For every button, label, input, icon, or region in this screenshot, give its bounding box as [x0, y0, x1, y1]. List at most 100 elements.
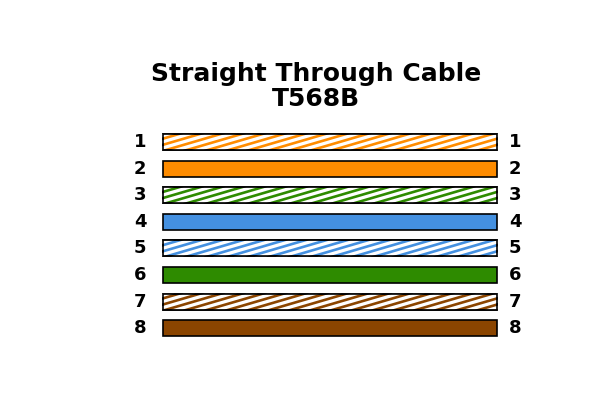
Polygon shape — [484, 294, 550, 310]
Text: 1: 1 — [134, 133, 146, 151]
Polygon shape — [421, 134, 488, 150]
Polygon shape — [380, 294, 446, 310]
Polygon shape — [296, 294, 362, 310]
Text: 4: 4 — [509, 213, 522, 231]
Polygon shape — [192, 187, 258, 203]
Polygon shape — [108, 134, 174, 150]
Bar — [163, 240, 497, 256]
Polygon shape — [192, 294, 258, 310]
Polygon shape — [275, 240, 341, 256]
Bar — [163, 187, 497, 203]
Polygon shape — [129, 294, 195, 310]
Polygon shape — [171, 187, 237, 203]
Polygon shape — [254, 294, 320, 310]
Polygon shape — [421, 294, 488, 310]
Polygon shape — [359, 294, 425, 310]
Text: 5: 5 — [509, 240, 522, 258]
Bar — [163, 160, 497, 176]
Polygon shape — [317, 187, 383, 203]
Polygon shape — [401, 294, 467, 310]
Text: 7: 7 — [509, 293, 522, 311]
Bar — [163, 134, 497, 150]
Polygon shape — [233, 134, 300, 150]
Polygon shape — [317, 134, 383, 150]
Polygon shape — [171, 134, 237, 150]
Text: T568B: T568B — [272, 87, 360, 111]
Polygon shape — [421, 187, 488, 203]
Polygon shape — [296, 187, 362, 203]
Polygon shape — [338, 187, 404, 203]
Text: 8: 8 — [134, 319, 146, 337]
Polygon shape — [338, 240, 404, 256]
Polygon shape — [171, 294, 237, 310]
Polygon shape — [275, 134, 341, 150]
Polygon shape — [484, 187, 550, 203]
Polygon shape — [192, 240, 258, 256]
Polygon shape — [254, 187, 320, 203]
Polygon shape — [254, 240, 320, 256]
Polygon shape — [150, 240, 216, 256]
Polygon shape — [171, 240, 237, 256]
Polygon shape — [150, 294, 216, 310]
Bar — [163, 134, 497, 150]
Polygon shape — [463, 294, 530, 310]
Text: 6: 6 — [509, 266, 522, 284]
Bar — [163, 187, 497, 203]
Polygon shape — [401, 134, 467, 150]
Polygon shape — [442, 187, 509, 203]
Text: 1: 1 — [509, 133, 522, 151]
Polygon shape — [380, 240, 446, 256]
Bar — [163, 187, 497, 203]
Polygon shape — [401, 240, 467, 256]
Text: 7: 7 — [134, 293, 146, 311]
Polygon shape — [213, 134, 279, 150]
Polygon shape — [254, 134, 320, 150]
Polygon shape — [317, 240, 383, 256]
Polygon shape — [442, 294, 509, 310]
Polygon shape — [275, 294, 341, 310]
Polygon shape — [129, 187, 195, 203]
Polygon shape — [233, 294, 300, 310]
Polygon shape — [359, 187, 425, 203]
Polygon shape — [421, 240, 488, 256]
Text: Straight Through Cable: Straight Through Cable — [150, 62, 481, 86]
Polygon shape — [484, 134, 550, 150]
Polygon shape — [484, 240, 550, 256]
Polygon shape — [108, 294, 174, 310]
Polygon shape — [338, 294, 404, 310]
Polygon shape — [233, 187, 300, 203]
Polygon shape — [380, 187, 446, 203]
Polygon shape — [380, 134, 446, 150]
Polygon shape — [213, 240, 279, 256]
Polygon shape — [108, 187, 174, 203]
Polygon shape — [359, 134, 425, 150]
Polygon shape — [129, 134, 195, 150]
Text: 2: 2 — [509, 160, 522, 178]
Bar — [163, 294, 497, 310]
Text: 5: 5 — [134, 240, 146, 258]
Polygon shape — [359, 240, 425, 256]
Polygon shape — [275, 187, 341, 203]
Polygon shape — [463, 187, 530, 203]
Text: 4: 4 — [134, 213, 146, 231]
Bar — [163, 240, 497, 256]
Text: 2: 2 — [134, 160, 146, 178]
Bar — [163, 267, 497, 283]
Text: 8: 8 — [509, 319, 522, 337]
Polygon shape — [401, 187, 467, 203]
Polygon shape — [463, 240, 530, 256]
Polygon shape — [296, 134, 362, 150]
Bar — [163, 320, 497, 336]
Polygon shape — [317, 294, 383, 310]
Polygon shape — [108, 240, 174, 256]
Bar — [163, 214, 497, 230]
Polygon shape — [296, 240, 362, 256]
Bar — [163, 134, 497, 150]
Polygon shape — [213, 187, 279, 203]
Polygon shape — [129, 240, 195, 256]
Bar — [163, 294, 497, 310]
Polygon shape — [150, 134, 216, 150]
Polygon shape — [442, 134, 509, 150]
Polygon shape — [463, 134, 530, 150]
Polygon shape — [338, 134, 404, 150]
